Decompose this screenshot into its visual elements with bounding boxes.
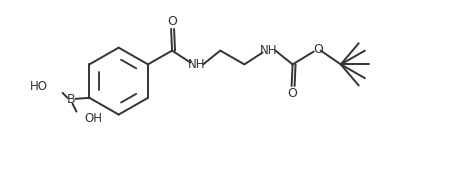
Text: NH: NH bbox=[188, 58, 205, 71]
Text: B: B bbox=[67, 93, 76, 106]
Text: O: O bbox=[288, 87, 298, 100]
Text: NH: NH bbox=[260, 44, 277, 57]
Text: OH: OH bbox=[85, 112, 102, 125]
Text: O: O bbox=[167, 15, 177, 28]
Text: O: O bbox=[313, 43, 322, 56]
Text: HO: HO bbox=[30, 80, 47, 93]
